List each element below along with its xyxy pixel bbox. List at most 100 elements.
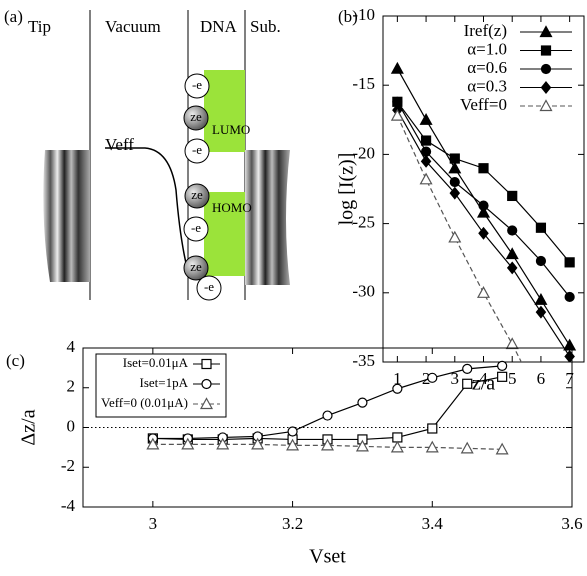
marker: [460, 441, 474, 454]
marker: [390, 108, 404, 121]
marker: [357, 397, 368, 408]
x-axis-label: Vset: [309, 546, 346, 568]
x-tick-label: 1: [393, 369, 402, 388]
marker: [425, 440, 439, 453]
marker: [420, 135, 432, 146]
charge: [183, 216, 209, 242]
y-tick-label: -20: [352, 143, 375, 162]
legend-marker: [540, 81, 552, 94]
marker: [390, 440, 404, 453]
veff-label: Veff: [105, 135, 134, 154]
x-tick-label: 5: [508, 369, 517, 388]
legend-marker: [539, 99, 553, 112]
y-tick-label: -10: [352, 5, 375, 24]
marker: [505, 337, 519, 350]
y-axis-label: Δz/a: [18, 409, 40, 445]
region-label: Tip: [28, 17, 51, 36]
charge-label: -e: [192, 142, 202, 157]
x-tick-label: 7: [565, 369, 574, 388]
legend-label: Iset=1pA: [140, 375, 189, 390]
charge-label: -e: [204, 279, 214, 294]
charge: [183, 105, 209, 131]
y-tick-label: -15: [352, 74, 375, 93]
y-tick-label: -2: [61, 456, 75, 475]
charge-label: -e: [192, 77, 202, 92]
marker: [420, 154, 432, 168]
substrate-block: [245, 150, 290, 285]
charge-label: ze: [191, 187, 203, 202]
charge-label: ze: [190, 109, 202, 124]
band-label: LUMO: [212, 122, 250, 137]
marker: [497, 371, 508, 382]
legend-label: Veff=0 (0.01μA): [101, 395, 188, 410]
marker: [507, 190, 518, 202]
marker: [534, 292, 548, 305]
legend-marker: [201, 358, 212, 370]
marker: [322, 410, 333, 421]
marker: [564, 451, 575, 461]
marker: [449, 176, 460, 188]
marker: [497, 360, 508, 371]
region-label: Vacuum: [105, 17, 161, 36]
y-tick-label: 4: [67, 337, 76, 356]
marker: [355, 439, 369, 452]
band-label: HOMO: [212, 200, 252, 215]
series-line: [396, 101, 571, 298]
marker: [216, 437, 230, 450]
x-tick-label: 3: [451, 369, 460, 388]
marker: [478, 200, 489, 211]
marker: [286, 438, 300, 451]
charge: [184, 73, 210, 99]
x-tick-label: 2: [422, 369, 431, 388]
lumo-band: [204, 70, 245, 152]
legend-marker: [539, 25, 553, 38]
marker: [251, 437, 265, 450]
panel-label: (a): [4, 7, 23, 26]
marker: [419, 113, 433, 125]
x-tick-label: 4: [479, 369, 488, 388]
legend-label: α=0.6: [467, 58, 507, 77]
charge-label: ze: [190, 259, 202, 274]
marker: [392, 383, 403, 394]
marker: [507, 225, 518, 236]
series-line: [152, 443, 503, 450]
marker: [495, 442, 509, 455]
x-tick-label: 3.4: [422, 514, 444, 533]
marker: [448, 161, 462, 174]
marker: [476, 286, 491, 298]
legend-label: Veff=0: [460, 95, 507, 114]
x-tick-label: 3.2: [282, 514, 303, 533]
legend-label: Iref(z): [464, 21, 507, 40]
marker: [419, 172, 433, 185]
potential-curve: [105, 147, 189, 273]
marker: [535, 305, 547, 319]
charge: [183, 255, 209, 281]
y-tick-label: 2: [67, 377, 76, 396]
charge: [184, 183, 210, 209]
marker: [427, 423, 438, 434]
marker: [462, 378, 473, 389]
marker: [462, 363, 473, 374]
y-tick-label: -4: [61, 496, 76, 515]
plot-area: [390, 61, 577, 461]
marker: [320, 438, 335, 451]
charge: [184, 138, 210, 164]
marker: [449, 186, 461, 200]
y-tick-label: -30: [352, 282, 375, 301]
legend-marker: [540, 63, 552, 75]
marker: [535, 395, 546, 405]
legend-marker: [199, 397, 214, 410]
marker: [181, 437, 195, 450]
marker: [476, 205, 491, 218]
charge: [196, 275, 222, 301]
legend-label: α=1.0: [467, 39, 507, 58]
marker: [535, 222, 547, 233]
marker: [564, 257, 575, 268]
tip-block: [43, 150, 90, 282]
region-label: Sub.: [250, 17, 281, 36]
region-label: DNA: [200, 17, 238, 36]
marker: [535, 255, 547, 267]
diagram-panel: (a) Tip Vacuum DNA Sub. Veff LUMO HOMO -…: [4, 7, 290, 301]
charge-label: -e: [191, 220, 201, 235]
